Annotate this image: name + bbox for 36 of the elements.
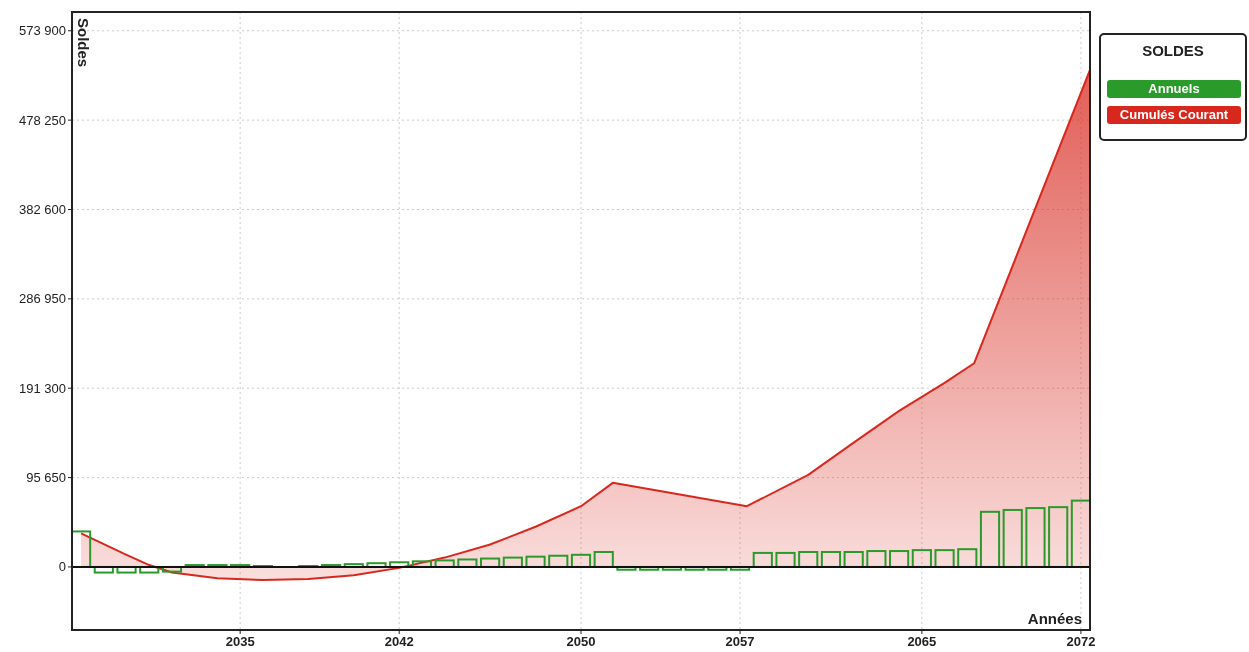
bar (639, 565, 660, 571)
bar (1048, 506, 1069, 568)
bar (661, 565, 682, 571)
y-tick-label: 478 250 (19, 112, 66, 128)
text: Cumulés Courant (1119, 107, 1229, 122)
text: Annuels (1148, 81, 1200, 96)
y-tick-label: 191 300 (19, 380, 66, 396)
bar (366, 562, 387, 568)
y-tick-label: 286 950 (19, 291, 66, 307)
bar (343, 563, 364, 568)
bar (979, 510, 1001, 568)
x-tick-label: 2072 (1066, 634, 1096, 649)
x-tick-label: 2057 (725, 634, 755, 649)
bar (207, 564, 228, 568)
x-tick-label: 2050 (566, 634, 596, 649)
y-tick-label: 95 650 (26, 470, 66, 486)
x-axis-title: Années (1027, 610, 1082, 627)
x-tick-label: 2035 (225, 634, 255, 649)
legend-title: SOLDES (1142, 42, 1204, 59)
bar (184, 564, 205, 568)
x-tick-label: 2065 (907, 634, 937, 649)
bar (252, 565, 273, 568)
bar (616, 565, 637, 571)
y-axis-title: Soldes (75, 18, 92, 68)
bar (1002, 508, 1023, 568)
y-tick-label: 573 900 (19, 23, 66, 39)
bar (684, 565, 705, 571)
bar (298, 565, 319, 568)
y-tick-label: 382 600 (19, 202, 66, 218)
x-tick-label: 2042 (384, 634, 414, 649)
bar (230, 564, 251, 568)
y-tick-label: 0 (58, 559, 66, 575)
bar (729, 565, 751, 571)
bar (1025, 507, 1046, 568)
bar (320, 564, 342, 568)
bar (707, 565, 728, 571)
